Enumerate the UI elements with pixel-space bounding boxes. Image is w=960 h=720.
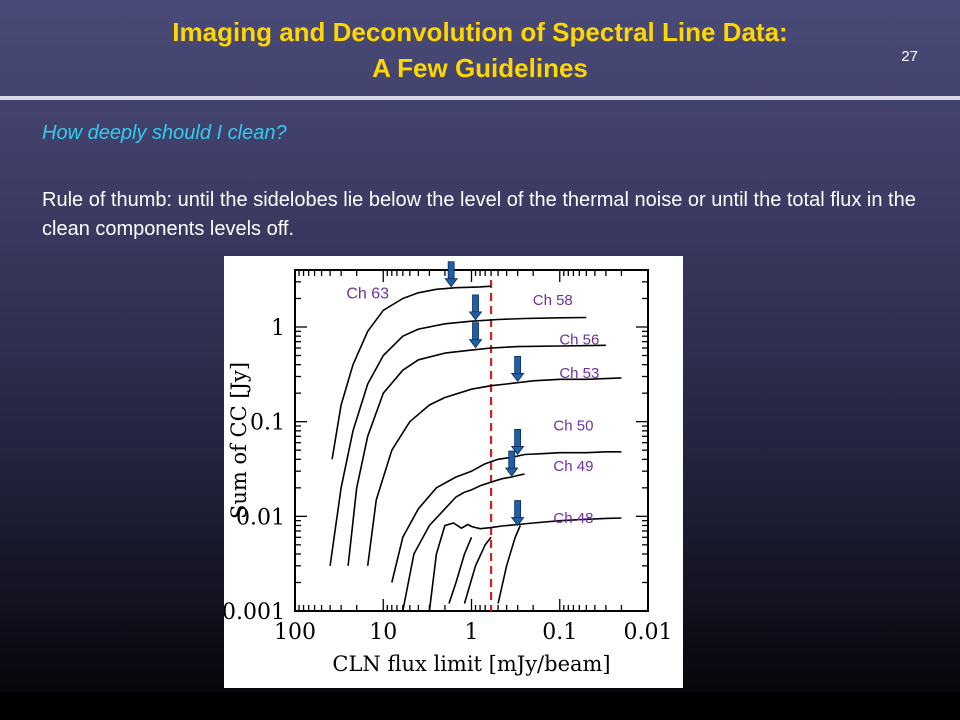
- channel-label-ch-53: Ch 53: [559, 365, 599, 382]
- series-line-ch-49: [402, 473, 525, 612]
- series-line-ch-56: [347, 344, 606, 566]
- channel-label-ch-56: Ch 56: [559, 332, 599, 349]
- convergence-arrow: [504, 450, 519, 477]
- convergence-arrow: [510, 429, 525, 456]
- question-text: How deeply should I clean?: [42, 122, 287, 144]
- series-line-ch-48: [428, 517, 622, 612]
- x-tick-label: 10: [369, 620, 397, 645]
- x-tick-label: 0.1: [542, 620, 577, 645]
- convergence-arrow: [510, 500, 525, 527]
- x-tick-label: 1: [465, 620, 479, 645]
- y-tick-label: 0.1: [250, 411, 285, 436]
- y-tick-label: 0.001: [224, 600, 285, 625]
- convergence-arrow: [510, 355, 525, 383]
- series-line-ch-58: [329, 316, 587, 566]
- x-tick-label: 100: [274, 620, 316, 645]
- clean-flux-chart: 100 10 1 0.1 0.01 1 0.1 0.01 0.001 CLN flux limit…: [224, 261, 673, 676]
- channel-label-ch-63: Ch 63: [346, 285, 389, 302]
- y-tick-label: 0.01: [236, 505, 285, 530]
- series-line-ch-50: [391, 451, 622, 583]
- bottom-band: [0, 692, 960, 720]
- series-line-unlabeled-7: [448, 536, 473, 604]
- title-divider: [0, 96, 960, 100]
- y-axis-label: Sum of CC [Jy]: [227, 362, 251, 519]
- x-tick-label: 0.01: [624, 620, 673, 645]
- slide-title-line-1: Imaging and Deconvolution of Spectral Li…: [172, 17, 788, 47]
- convergence-arrow: [468, 322, 483, 349]
- rule-of-thumb-text: Rule of thumb: until the sidelobes lie b…: [42, 189, 916, 240]
- y-tick-label: 1: [271, 316, 285, 341]
- series-line-ch-53: [366, 377, 622, 566]
- channel-label-ch-58: Ch 58: [533, 292, 573, 309]
- convergence-arrow: [444, 261, 458, 288]
- series-line-ch-63: [331, 285, 492, 460]
- clean-flux-figure: 100 10 1 0.1 0.01 1 0.1 0.01 0.001 CLN flux limit…: [224, 256, 683, 688]
- slide-title-line-2: A Few Guidelines: [372, 53, 588, 83]
- page-number: 27: [901, 48, 918, 65]
- channel-label-ch-48: Ch 48: [553, 510, 593, 527]
- convergence-arrow: [468, 294, 483, 321]
- slide-title: Imaging and Deconvolution of Spectral Li…: [0, 14, 960, 86]
- channel-label-ch-50: Ch 50: [553, 417, 593, 434]
- series-line-unlabeled-8: [463, 536, 492, 604]
- channel-label-ch-49: Ch 49: [553, 458, 593, 475]
- x-axis-label: CLN flux limit [mJy/beam]: [332, 652, 610, 676]
- series-line-unlabeled-9: [497, 525, 522, 604]
